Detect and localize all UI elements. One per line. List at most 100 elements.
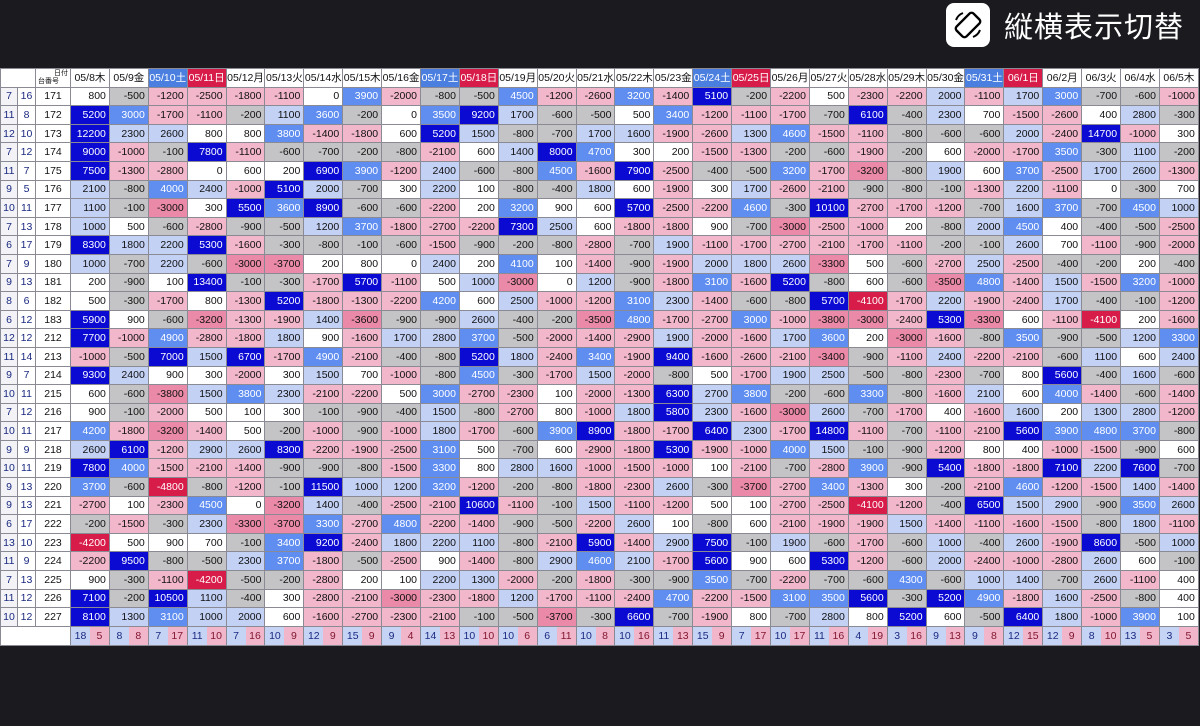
date-header[interactable]: 06/3火 xyxy=(1081,68,1122,88)
machine-number[interactable]: 216 xyxy=(35,402,71,423)
value-cell: 800 xyxy=(70,86,110,107)
value-cell: -900 xyxy=(886,439,927,460)
value-cell: -2000 xyxy=(964,142,1005,162)
date-header[interactable]: 06/5木 xyxy=(1158,68,1199,88)
machine-number[interactable]: 221 xyxy=(35,495,71,516)
value-cell: -2000 xyxy=(147,402,188,423)
footer-cell: 8 10 xyxy=(1081,625,1122,646)
machine-number[interactable]: 217 xyxy=(35,421,71,441)
machine-number[interactable]: 178 xyxy=(35,216,71,237)
footer-cell: 14 13 xyxy=(420,625,460,646)
table-row: 10 12 227 8100 1300 3100 1000 2000 600 -1600 -2700… xyxy=(0,607,1199,627)
date-header[interactable]: 05/10土 xyxy=(147,68,188,88)
value-cell: 4900 xyxy=(147,328,188,348)
footer-cell: 11 16 xyxy=(808,625,849,646)
date-header[interactable]: 06/4水 xyxy=(1120,68,1160,88)
machine-number[interactable]: 177 xyxy=(35,198,71,218)
value-cell: -100 xyxy=(108,402,149,423)
value-cell: -600 xyxy=(108,384,149,404)
value-cell: -600 xyxy=(342,198,383,218)
date-header[interactable]: 05/16金 xyxy=(381,68,422,88)
footer-negative-count: 13 xyxy=(673,627,692,645)
row-count-a: 10 xyxy=(0,421,18,441)
machine-number[interactable]: 212 xyxy=(35,328,71,348)
date-header[interactable]: 05/30金 xyxy=(925,68,966,88)
date-header[interactable]: 05/11日 xyxy=(186,68,227,88)
value-cell: 1500 xyxy=(808,439,849,460)
machine-number[interactable]: 226 xyxy=(35,588,71,609)
date-header[interactable]: 05/15木 xyxy=(342,68,383,88)
value-cell: 600 xyxy=(1003,384,1044,404)
table-row: 11 7 175 7500 -1300 -2800 0 600 200 6900 3900 -1200… xyxy=(0,160,1199,181)
machine-number[interactable]: 225 xyxy=(35,570,71,590)
machine-number[interactable]: 222 xyxy=(35,514,71,534)
machine-number[interactable]: 223 xyxy=(35,532,71,553)
row-count-b: 11 xyxy=(17,421,36,441)
machine-number[interactable]: 182 xyxy=(35,291,71,311)
value-cell: -2700 xyxy=(342,514,383,534)
date-header[interactable]: 05/31土 xyxy=(964,68,1005,88)
machine-number[interactable]: 215 xyxy=(35,384,71,404)
date-header[interactable]: 05/18日 xyxy=(458,68,499,88)
row-count-a: 9 xyxy=(0,272,18,293)
date-header[interactable]: 05/27火 xyxy=(808,68,849,88)
machine-number[interactable]: 173 xyxy=(35,123,71,144)
date-header[interactable]: 05/19月 xyxy=(497,68,538,88)
machine-number[interactable]: 218 xyxy=(35,439,71,460)
date-header[interactable]: 05/17土 xyxy=(420,68,460,88)
value-cell: 7800 xyxy=(70,458,110,479)
machine-number[interactable]: 220 xyxy=(35,477,71,497)
row-count-b: 11 xyxy=(17,458,36,479)
value-cell: 500 xyxy=(808,86,849,107)
date-header[interactable]: 05/9金 xyxy=(108,68,149,88)
machine-number[interactable]: 180 xyxy=(35,253,71,274)
value-cell: -1200 xyxy=(925,439,966,460)
date-header[interactable]: 05/24土 xyxy=(692,68,733,88)
date-header[interactable]: 05/28水 xyxy=(847,68,888,88)
date-header[interactable]: 05/21水 xyxy=(575,68,616,88)
value-cell: 1000 xyxy=(70,253,110,274)
machine-number[interactable]: 213 xyxy=(35,346,71,367)
row-count-a: 6 xyxy=(0,235,18,255)
value-cell: 5500 xyxy=(225,198,266,218)
footer-cell: 10 16 xyxy=(614,625,655,646)
date-header[interactable]: 05/23金 xyxy=(653,68,694,88)
machine-number[interactable]: 183 xyxy=(35,309,71,330)
date-header[interactable]: 05/12月 xyxy=(225,68,266,88)
orientation-toggle-button[interactable]: 縦横表示切替 xyxy=(945,2,1194,48)
value-cell: -2000 xyxy=(575,384,616,404)
machine-number[interactable]: 181 xyxy=(35,272,71,293)
date-header[interactable]: 06/1日 xyxy=(1003,68,1044,88)
date-header[interactable]: 05/20火 xyxy=(536,68,577,88)
value-cell: -600 xyxy=(381,198,422,218)
machine-number[interactable]: 179 xyxy=(35,235,71,255)
machine-number[interactable]: 171 xyxy=(35,86,71,107)
machine-number[interactable]: 214 xyxy=(35,365,71,386)
machine-number[interactable]: 175 xyxy=(35,160,71,181)
date-header[interactable]: 06/2月 xyxy=(1042,68,1083,88)
machine-number[interactable]: 227 xyxy=(35,607,71,627)
footer-positive-count: 10 xyxy=(265,627,285,645)
value-cell: 600 xyxy=(925,607,966,627)
machine-number[interactable]: 176 xyxy=(35,179,71,200)
machine-number[interactable]: 172 xyxy=(35,105,71,125)
value-cell: 600 xyxy=(614,179,655,200)
value-cell: -1000 xyxy=(303,421,344,441)
machine-number[interactable]: 174 xyxy=(35,142,71,162)
date-header[interactable]: 05/29木 xyxy=(886,68,927,88)
date-header[interactable]: 05/26月 xyxy=(770,68,810,88)
date-header[interactable]: 05/25日 xyxy=(731,68,772,88)
date-header[interactable]: 05/14水 xyxy=(303,68,344,88)
machine-number[interactable]: 224 xyxy=(35,551,71,572)
value-cell: 6600 xyxy=(614,607,655,627)
value-cell: -1600 xyxy=(692,346,733,367)
value-cell: -100 xyxy=(925,179,966,200)
value-cell: -2700 xyxy=(70,495,110,516)
date-header[interactable]: 05/13火 xyxy=(264,68,305,88)
value-cell: -200 xyxy=(536,309,577,330)
date-header[interactable]: 05/8木 xyxy=(70,68,110,88)
date-header[interactable]: 05/22木 xyxy=(614,68,655,88)
machine-number[interactable]: 219 xyxy=(35,458,71,479)
value-cell: -600 xyxy=(381,235,422,255)
value-cell: 500 xyxy=(381,384,422,404)
